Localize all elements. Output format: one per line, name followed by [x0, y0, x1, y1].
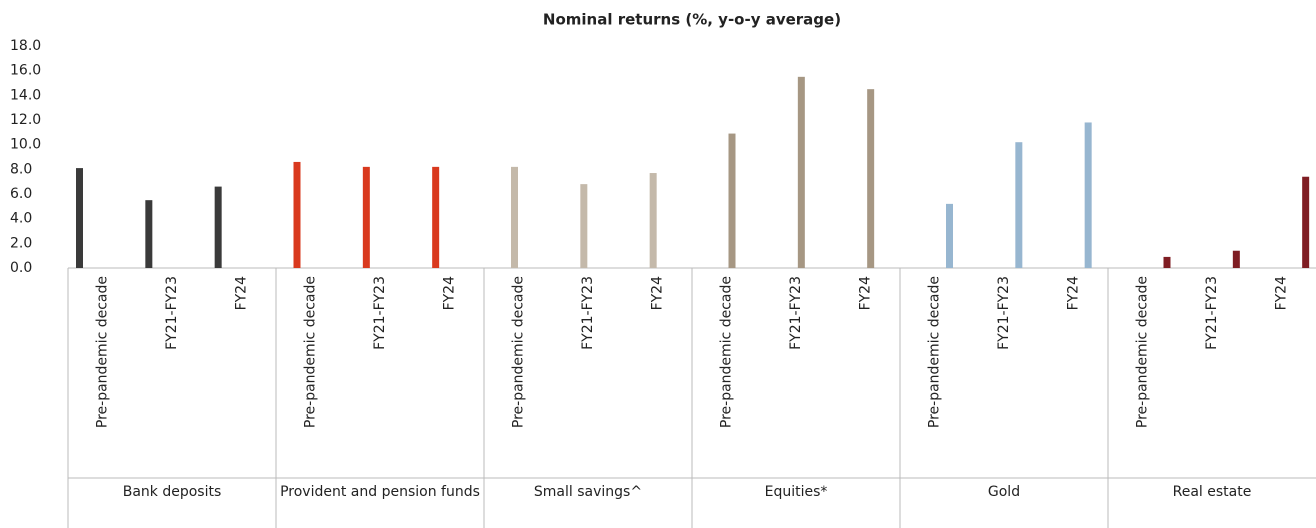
- y-tick-label: 18.0: [10, 38, 41, 54]
- x-tick-label: Pre-pandemic decade: [719, 276, 735, 428]
- y-tick-label: 2.0: [10, 235, 32, 251]
- y-tick-label: 4.0: [10, 211, 32, 227]
- x-tick-label: FY21-FY23: [996, 276, 1012, 350]
- x-tick-label: FY21-FY23: [164, 276, 180, 350]
- x-tick-label: FY21-FY23: [372, 276, 388, 350]
- x-tick-label: FY21-FY23: [580, 276, 596, 350]
- x-tick-label: Pre-pandemic decade: [927, 276, 943, 428]
- chart-title: Nominal returns (%, y-o-y average): [543, 11, 841, 29]
- y-tick-label: 10.0: [10, 137, 41, 153]
- x-tick-label: Pre-pandemic decade: [1135, 276, 1151, 428]
- x-tick-label: Pre-pandemic decade: [303, 276, 319, 428]
- group-label: Equities*: [764, 484, 828, 500]
- bar: [1015, 142, 1023, 268]
- x-tick-label: Pre-pandemic decade: [95, 276, 111, 428]
- bar: [1084, 122, 1092, 268]
- x-tick-label: FY24: [649, 276, 665, 311]
- bar: [1232, 250, 1240, 268]
- group-label: Bank deposits: [122, 484, 222, 500]
- group-label: Gold: [987, 484, 1021, 500]
- x-tick-label: FY24: [233, 276, 249, 311]
- bar: [362, 166, 370, 268]
- bar: [293, 161, 301, 268]
- x-tick-label: FY24: [857, 276, 873, 311]
- bar: [1302, 176, 1310, 268]
- group-label: Real estate: [1172, 484, 1252, 500]
- y-tick-label: 14.0: [10, 87, 41, 103]
- bar: [1163, 256, 1171, 268]
- x-tick-label: FY21-FY23: [1204, 276, 1220, 350]
- bar: [214, 186, 222, 268]
- x-tick-label: Pre-pandemic decade: [511, 276, 527, 428]
- y-tick-label: 0.0: [10, 260, 32, 276]
- y-tick-label: 16.0: [10, 63, 41, 79]
- bar: [867, 89, 875, 269]
- bar: [946, 203, 953, 268]
- x-tick-label: FY24: [1273, 276, 1289, 311]
- bar: [649, 173, 657, 268]
- bar: [76, 168, 83, 268]
- y-tick-label: 8.0: [10, 161, 32, 177]
- group-label: Small savings^: [533, 484, 643, 500]
- y-tick-label: 12.0: [10, 112, 41, 128]
- x-tick-label: FY24: [1065, 276, 1081, 311]
- x-tick-label: FY21-FY23: [788, 276, 804, 350]
- bar: [511, 166, 518, 268]
- bar: [797, 76, 805, 268]
- bar: [580, 184, 588, 268]
- y-tick-label: 6.0: [10, 186, 32, 202]
- group-label: Provident and pension funds: [280, 484, 480, 500]
- bar: [432, 166, 440, 268]
- bar: [728, 133, 736, 268]
- x-tick-label: FY24: [441, 276, 457, 311]
- bar: [145, 200, 153, 268]
